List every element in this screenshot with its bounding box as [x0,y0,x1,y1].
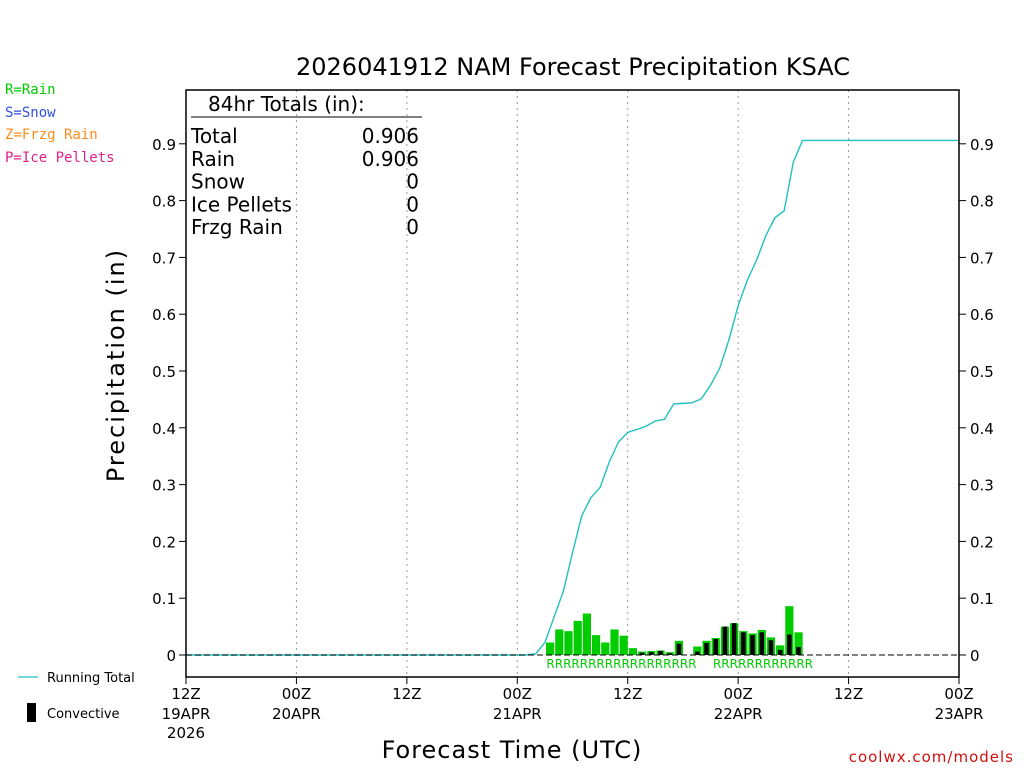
x-tick-date-5: 22APR [714,705,763,723]
convective-bar-25 [777,649,783,655]
y-tick-label-left-0: 0 [166,647,176,665]
y-tick-label-left-5: 0.5 [152,363,176,381]
rain-bar-9 [628,648,638,655]
y-tick-label-left-9: 0.9 [152,136,176,154]
rain-bar-0 [545,642,555,655]
rain-bar-6 [601,642,610,655]
chart-title: 2026041912 NAM Forecast Precipitation KS… [296,53,850,81]
convective-bar-13 [667,653,672,655]
x-tick-label-3: 00Z [503,685,532,703]
convective-bar-27 [796,647,801,655]
y-tick-label-left-2: 0.2 [152,533,176,551]
legend-rain: R=Rain [5,82,56,98]
y-tick-label-right-8: 0.8 [970,193,994,211]
x-tick-label-6: 12Z [834,685,863,703]
totals-value-4: 0 [406,215,419,239]
rain-bar-3 [573,620,582,655]
x-tick-date-0: 19APR [162,705,211,723]
credit-text: coolwx.com/models [849,748,1014,766]
totals-label-2: Snow [191,170,245,194]
x-tick-year-0: 2026 [167,724,205,742]
rain-bar-7 [610,629,619,655]
totals-label-3: Ice Pellets [191,192,292,216]
y-tick-label-left-3: 0.3 [152,477,176,495]
y-tick-label-left-4: 0.4 [152,420,176,438]
y-tick-label-left-7: 0.7 [152,249,176,267]
rain-bar-2 [564,631,573,655]
convective-bar-19 [722,626,728,655]
running-total-layer [186,139,959,656]
x-tick-label-5: 00Z [723,685,752,703]
x-tick-date-3: 21APR [493,705,542,723]
y-tick-label-left-1: 0.1 [152,590,176,608]
running-total-legend-label: Running Total [47,671,135,686]
precip-bars [545,606,803,655]
totals-label-4: Frzg Rain [191,215,283,239]
axes: 0 00.1 0.10.2 0.20.3 0.30.4 0.40.5 0.50.6 0.60.… [152,89,994,742]
x-tick-label-2: 12Z [392,685,421,703]
convective-bar-18 [713,639,718,655]
x-tick-date-1: 20APR [272,705,321,723]
totals-value-3: 0 [406,192,419,216]
convective-bar-17 [704,643,709,655]
convective-bar-21 [741,632,746,655]
y-tick-label-right-1: 0.1 [970,590,994,608]
rain-bar-5 [592,635,601,655]
convective-bar-10 [639,652,645,655]
y-tick-label-right-7: 0.7 [970,249,994,267]
rain-bar-4 [582,613,592,655]
plot-frame [185,89,960,678]
totals-header: 84hr Totals (in): [208,92,365,116]
convective-bar-24 [768,640,774,655]
convective-bar-26 [787,634,792,655]
running-total-line [186,139,959,656]
x-tick-label-7: 00Z [944,685,973,703]
ptype-letters-1: RRRRRRRRRRRR [713,657,813,671]
totals-value-2: 0 [406,170,419,194]
rain-bar-16 [693,646,702,655]
y-tick-label-right-2: 0.2 [970,533,994,551]
y-tick-label-right-9: 0.9 [970,136,994,154]
y-tick-label-right-5: 0.5 [970,363,994,381]
legend-snow: S=Snow [5,105,56,121]
convective-bar-14 [676,643,682,655]
rain-bar-26 [785,606,794,655]
grid [295,90,850,677]
x-tick-label-4: 12Z [613,685,642,703]
totals-value-0: 0.906 [362,124,419,148]
convective-bar-20 [731,623,737,655]
totals-label-1: Rain [191,147,235,171]
convective-swatch [27,703,36,722]
y-tick-label-right-6: 0.6 [970,306,994,324]
convective-bar-12 [658,651,663,655]
legend-frzg-rain: Z=Frzg Rain [5,127,98,143]
x-tick-label-0: 12Z [171,685,200,703]
ptype-letters-0: RRRRRRRRRRRRRRRRRR [546,657,696,671]
totals-box: 84hr Totals (in): Total 0.906 Rain 0.906 Sno… [190,92,422,239]
x-axis-label: Forecast Time (UTC) [382,736,643,764]
y-tick-label-left-8: 0.8 [152,193,176,211]
rain-bar-8 [619,635,628,655]
convective-bar-22 [750,635,755,655]
y-tick-label-right-3: 0.3 [970,477,994,495]
y-tick-label-right-4: 0.4 [970,420,994,438]
convective-bar-16 [695,651,700,655]
convective-legend-label: Convective [47,707,120,722]
y-tick-label-left-6: 0.6 [152,306,176,324]
totals-value-1: 0.906 [362,147,419,171]
ptype-row: RRRRRRRRRRRRRRRRRR RRRRRRRRRRRR [546,657,813,671]
rain-bar-27 [794,632,803,655]
convective-bar-11 [649,652,654,655]
legend-ice-pellets: P=Ice Pellets [5,150,115,166]
totals-label-0: Total [190,124,238,148]
x-tick-date-7: 23APR [935,705,984,723]
y-axis-label: Precipitation (in) [102,248,130,482]
convective-bar-23 [759,632,765,655]
rain-bar-1 [555,629,564,655]
x-tick-label-1: 00Z [282,685,311,703]
y-tick-label-right-0: 0 [970,647,980,665]
